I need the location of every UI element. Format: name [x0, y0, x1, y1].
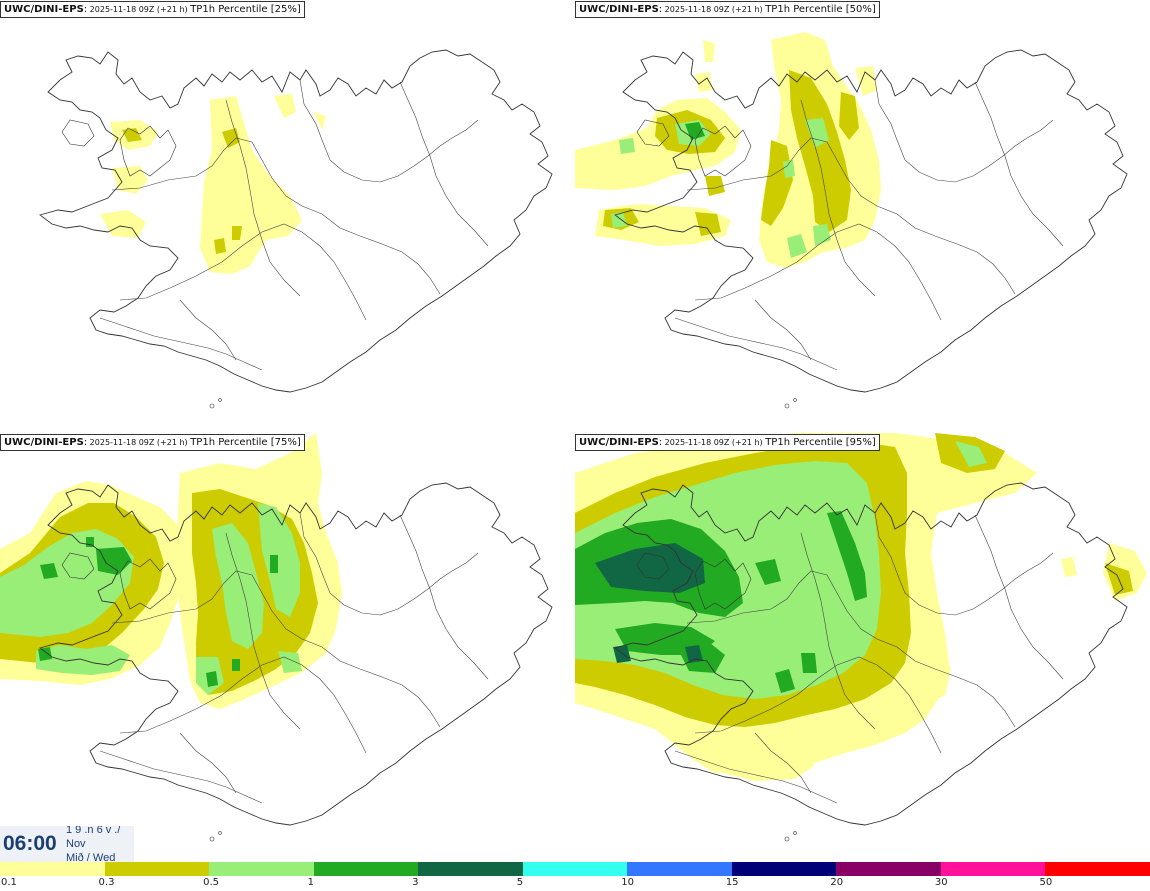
- panel-title: UWC/DINI-EPS: 2025-11-18 09Z (+21 h) TP1…: [0, 434, 305, 451]
- legend-tick-label: 0.5: [203, 877, 219, 888]
- panel-title: UWC/DINI-EPS: 2025-11-18 09Z (+21 h) TP1…: [0, 1, 305, 18]
- map-panel-p25: UWC/DINI-EPS: 2025-11-18 09Z (+21 h) TP1…: [0, 0, 574, 432]
- valid-time-box: 06:00 1 9 .n 6 v ./ Nov Mið / Wed: [0, 826, 134, 862]
- legend-tick-label: 50: [1039, 877, 1053, 888]
- map-panel-p50: UWC/DINI-EPS: 2025-11-18 09Z (+21 h) TP1…: [575, 0, 1149, 432]
- legend-swatch: [1045, 862, 1150, 876]
- model-name: UWC/DINI-EPS: [579, 437, 659, 448]
- legend-tick-label: 15: [725, 877, 739, 888]
- product-name: TP1h Percentile [50%]: [765, 4, 876, 15]
- valid-time-clock: 06:00: [3, 832, 57, 855]
- valid-time-month: Nov: [66, 838, 86, 850]
- legend-tick-label: 0.3: [98, 877, 115, 888]
- model-name: UWC/DINI-EPS: [4, 4, 84, 15]
- valid-time-weekday: Mið / Wed: [66, 852, 116, 862]
- legend-tick-label: 30: [934, 877, 948, 888]
- legend-swatch: [731, 862, 837, 876]
- legend-tick-label: 0.1: [1, 877, 17, 888]
- legend-color-bar: [0, 862, 1150, 876]
- legend-tick-label: 10: [621, 877, 634, 888]
- precip-map-p50: [575, 32, 1128, 409]
- panel-title: UWC/DINI-EPS: 2025-11-18 09Z (+21 h) TP1…: [575, 434, 880, 451]
- model-name: UWC/DINI-EPS: [4, 437, 84, 448]
- map-panel-p95: UWC/DINI-EPS: 2025-11-18 09Z (+21 h) TP1…: [575, 433, 1149, 865]
- legend-swatch: [940, 862, 1046, 876]
- run-time: 2025-11-18 09Z (+21 h): [662, 5, 766, 14]
- legend-swatch: [836, 862, 941, 876]
- product-name: TP1h Percentile [75%]: [190, 437, 301, 448]
- run-time: 2025-11-18 09Z (+21 h): [87, 5, 191, 14]
- legend-swatch: [313, 862, 419, 876]
- product-name: TP1h Percentile [25%]: [190, 4, 301, 15]
- legend-swatch: [418, 862, 523, 876]
- precip-map-p25: [39, 49, 553, 409]
- legend-swatch: [0, 862, 105, 876]
- legend-tick-label: 3: [412, 877, 419, 888]
- map-panel-p75: UWC/DINI-EPS: 2025-11-18 09Z (+21 h) TP1…: [0, 433, 574, 865]
- legend-swatch: [627, 862, 732, 876]
- legend-tick-label: 5: [516, 877, 524, 888]
- legend-swatch: [209, 862, 314, 876]
- legend-tick-label: 1: [307, 877, 314, 888]
- precip-legend: 0.1 0.3 0.5 1 3 5 10 15 20 30 50: [0, 862, 1150, 891]
- legend-swatch: [104, 862, 210, 876]
- precip-band-0.1-0.3: [100, 94, 326, 274]
- panel-title: UWC/DINI-EPS: 2025-11-18 09Z (+21 h) TP1…: [575, 1, 880, 18]
- legend-swatch: [522, 862, 628, 876]
- run-time: 2025-11-18 09Z (+21 h): [662, 438, 766, 447]
- precip-map-p75: [0, 433, 553, 842]
- legend-tick-label: 20: [830, 877, 844, 888]
- product-name: TP1h Percentile [95%]: [765, 437, 876, 448]
- valid-time-date: 1 9 .n 6 v ./: [66, 826, 121, 836]
- run-time: 2025-11-18 09Z (+21 h): [87, 438, 191, 447]
- model-name: UWC/DINI-EPS: [579, 4, 659, 15]
- precip-map-p95: [575, 433, 1147, 842]
